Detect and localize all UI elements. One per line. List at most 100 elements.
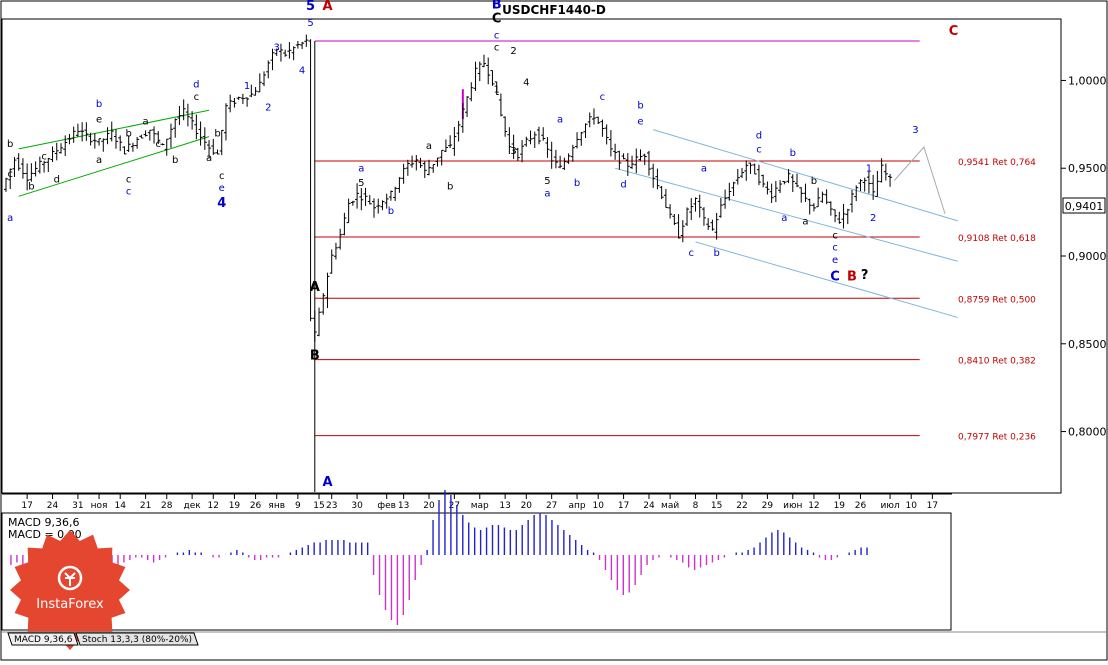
x-tick-label: 15 (313, 501, 324, 511)
wave-label: c (832, 230, 838, 241)
wave-label: c (494, 43, 500, 54)
x-tick-label: апр (568, 501, 585, 511)
wave-label: b (7, 139, 13, 150)
wave-label: c (756, 144, 762, 155)
wave-label: c (219, 171, 225, 182)
x-tick-label: 31 (72, 501, 83, 511)
x-tick-label: дек (184, 501, 202, 511)
wave-label: a (544, 188, 550, 199)
channel-line (653, 129, 958, 222)
triangle-line (18, 109, 210, 150)
wave-label: b (96, 99, 102, 110)
badge-text: InstaForex (36, 597, 104, 612)
x-tick-label: 14 (114, 501, 126, 511)
wave-label: a (802, 216, 808, 227)
x-tick-label: 9 (295, 501, 301, 511)
retracement-label: 0,7977 Ret 0,236 (958, 433, 1036, 443)
wave-label: B (310, 349, 320, 364)
indicator-tabs[interactable]: MACD 9,36,6 Stoch 13,3,3 (80%-20%) (2, 631, 1106, 646)
wave-label: C (830, 270, 840, 285)
wave-label: c (7, 169, 13, 180)
x-tick-label: 26 (855, 501, 867, 511)
wave-label: 3 (510, 146, 516, 157)
retracement-label: 0,9108 Ret 0,618 (958, 234, 1036, 244)
wave-label: 2 (510, 46, 516, 57)
x-tick-label: ноя (91, 501, 108, 511)
forecast-path (893, 146, 946, 215)
svg-text:0,9401: 0,9401 (1065, 200, 1104, 213)
wave-label: 1 (244, 81, 250, 92)
tab-stoch[interactable] (75, 632, 199, 646)
x-tick-label: 27 (449, 501, 460, 511)
wave-label: a (96, 155, 102, 166)
wave-label: 3 (274, 43, 280, 54)
tab-macd-label: MACD 9,36,6 (14, 635, 73, 645)
wave-label: b (388, 206, 394, 217)
wave-label: a (781, 213, 787, 224)
retracement-label: 0,8759 Ret 0,500 (958, 295, 1036, 305)
wave-label: a (426, 141, 432, 152)
wave-label: a (7, 213, 13, 224)
wave-label: 5 (544, 176, 550, 187)
x-tick-label: 28 (161, 501, 173, 511)
wave-label: c (194, 92, 200, 103)
wave-label: d (620, 180, 626, 191)
wave-label: e (637, 116, 643, 127)
wave-label: 2 (870, 213, 876, 224)
wave-label: 5 (307, 18, 313, 29)
wave-label: a (701, 164, 707, 175)
tab-stoch-label: Stoch 13,3,3 (80%-20%) (82, 635, 192, 645)
wave-label: e (219, 183, 225, 194)
x-tick-label: 13 (499, 501, 510, 511)
wave-label: C (949, 24, 959, 39)
macd-pane (1, 512, 952, 631)
x-tick-label: 12 (808, 501, 819, 511)
x-tick-label: 20 (423, 501, 435, 511)
x-tick-label: 24 (643, 501, 655, 511)
wave-label: a (143, 116, 149, 127)
wave-label: 5 (358, 178, 364, 189)
wave-label: A (322, 475, 332, 490)
wave-label: e (96, 115, 102, 126)
current-price-tag: 0,9401 (1062, 197, 1106, 214)
wave-label: b (214, 129, 220, 140)
x-tick-label: 27 (546, 501, 557, 511)
wave-label: d (193, 79, 199, 90)
x-tick-label: 23 (326, 501, 337, 511)
x-tick-label: фев (377, 501, 396, 511)
wave-label: B (492, 0, 502, 12)
wave-label: A (310, 280, 320, 295)
x-tick-label: 15 (711, 501, 722, 511)
x-tick-label: 17 (927, 501, 938, 511)
retracement-label: 0,8410 Ret 0,382 (958, 357, 1036, 367)
x-tick-label: янв (268, 501, 285, 511)
wave-label: b (172, 155, 178, 166)
wave-label: 3 (912, 125, 918, 136)
wave-label: 1 (866, 164, 872, 175)
x-tick-label: 8 (693, 501, 699, 511)
wave-label: c (126, 174, 132, 185)
wave-label: 5 (306, 0, 315, 14)
wave-label: ? (861, 268, 869, 283)
x-tick-label: 24 (47, 501, 59, 511)
macd-histogram (10, 490, 868, 625)
wave-label: a (206, 153, 212, 164)
x-tick-label: 20 (521, 501, 533, 511)
wave-label: b (637, 101, 643, 112)
wave-label: b (125, 129, 131, 140)
wave-label: C (492, 12, 502, 27)
wave-label: c (126, 187, 132, 198)
tab-macd[interactable] (7, 632, 79, 646)
x-tick-label: 12 (208, 501, 219, 511)
wave-label: c (832, 243, 838, 254)
wave-label: b (574, 178, 580, 189)
y-tick-label: 0,8500 (1068, 338, 1107, 351)
wave-label: A (322, 0, 332, 14)
x-tick-label: 19 (229, 501, 241, 511)
wave-label: c (156, 139, 162, 150)
x-axis: 17 24 31 ноя 14 21 28 дек 12 19 26 янв 9 15 23 30 фев 13 2… (21, 494, 938, 511)
x-tick-label: 10 (592, 501, 604, 511)
x-tick-label: май (661, 501, 679, 511)
